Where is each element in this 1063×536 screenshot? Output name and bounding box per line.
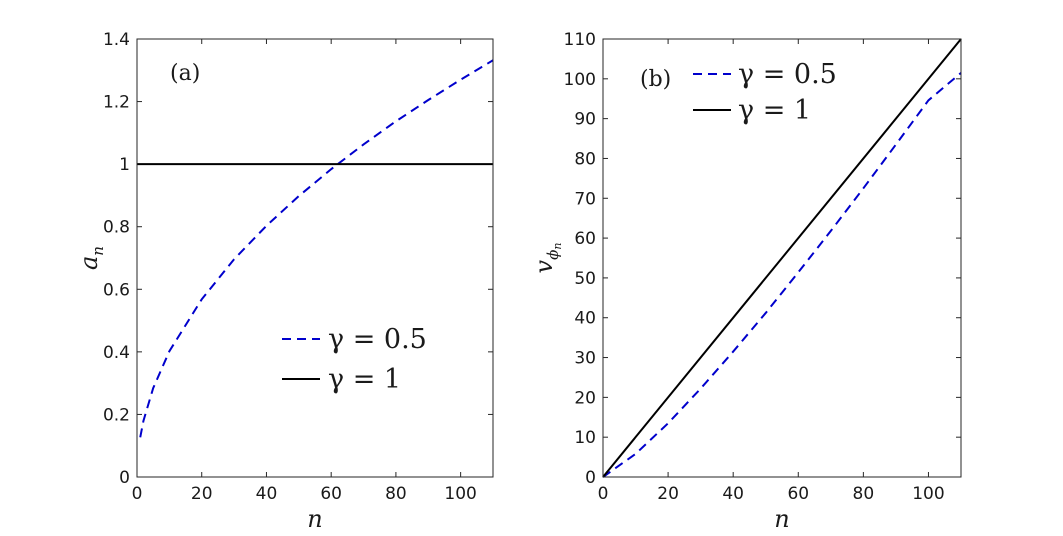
panel-b-ytick-label: 110 <box>564 30 596 50</box>
panel-b-legend: γ = 0.5 γ = 1 <box>693 59 837 126</box>
panel-b-ytick-label: 30 <box>574 349 596 369</box>
panel-b-ytick-label: 90 <box>574 110 596 130</box>
panel-a-legend-label-1: γ = 1 <box>328 364 401 395</box>
panel-a-ylabel: an <box>75 246 107 270</box>
panel-b-xlabel: n <box>774 505 789 533</box>
panel-b-xtick-label: 100 <box>912 484 944 504</box>
panel-a: 0 20 40 60 80 100 0 0.2 0.4 0.6 0.8 1 1.2 1.4 (a) n a… <box>75 30 494 533</box>
panel-b-ytick-label: 10 <box>574 428 596 448</box>
panel-b-xtick-label: 0 <box>598 484 609 504</box>
panel-b-ylabel: vϕn <box>530 243 564 274</box>
panel-b-ylabel-main: v <box>530 259 558 273</box>
panel-b-xtick-label: 60 <box>787 484 809 504</box>
panel-a-xtick-label: 80 <box>385 484 407 504</box>
panel-b-ytick-label: 0 <box>585 468 596 488</box>
panel-b-ytick-label: 60 <box>574 229 596 249</box>
panel-a-ytick-label: 0.8 <box>103 218 130 238</box>
panel-b-xtick-label: 20 <box>657 484 679 504</box>
panel-a-label: (a) <box>170 61 200 86</box>
panel-b-ytick-label: 80 <box>574 149 596 169</box>
panel-a-ytick-label: 0.6 <box>103 280 130 300</box>
panel-a-xtick-label: 20 <box>191 484 213 504</box>
panel-a-xtick-label: 60 <box>320 484 342 504</box>
panel-a-series-line-0 <box>139 59 494 438</box>
panel-b-series-line-1 <box>602 38 962 478</box>
panel-a-series <box>137 59 494 438</box>
panel-a-ytick-label: 0.4 <box>103 343 130 363</box>
panel-b-series <box>602 38 962 478</box>
panel-a-xtick-label: 40 <box>256 484 278 504</box>
panel-a-ytick-label: 0.2 <box>103 405 130 425</box>
panel-a-xtick-label: 0 <box>132 484 143 504</box>
panel-b-label: (b) <box>640 67 671 92</box>
panel-b-legend-label-1: γ = 1 <box>738 95 811 126</box>
panel-a-ytick-label: 1.4 <box>103 30 130 50</box>
panel-b-ylabel-subsub: n <box>551 243 564 250</box>
panel-b-ytick-label: 50 <box>574 269 596 289</box>
panel-b-ytick-label: 20 <box>574 388 596 408</box>
panel-a-xlabel: n <box>307 505 322 533</box>
panel-a-ylabel-main: a <box>75 256 103 270</box>
panel-b-ytick-label: 40 <box>574 309 596 329</box>
panel-b-ytick-label: 100 <box>564 70 596 90</box>
panel-a-ytick-label: 1 <box>119 155 130 175</box>
panel-a-frame <box>136 38 494 478</box>
panel-a-ylabel-sub: n <box>89 246 107 256</box>
panel-b-legend-label-0: γ = 0.5 <box>738 59 837 90</box>
panel-b-series-line-0 <box>602 72 962 478</box>
panel-b-xtick-label: 40 <box>722 484 744 504</box>
panel-a-ytick-label: 1.2 <box>103 93 130 113</box>
panel-a-ytick-label: 0 <box>119 468 130 488</box>
svg-text:vϕn: vϕn <box>530 243 564 274</box>
svg-text:an: an <box>75 246 107 270</box>
panel-b-frame <box>602 38 962 478</box>
panel-b: 0 20 40 60 80 100 0 10 20 30 40 50 60 70 80 90 100 110 (b… <box>530 30 962 533</box>
panel-b-ylabel-sub: ϕ <box>544 250 562 260</box>
panel-a-legend-label-0: γ = 0.5 <box>328 324 427 355</box>
panel-b-ticks: 0 20 40 60 80 100 0 10 20 30 40 50 60 70 80 90 100 110 <box>564 30 961 504</box>
panel-b-ytick-label: 70 <box>574 189 596 209</box>
panel-b-xtick-label: 80 <box>853 484 875 504</box>
panel-a-ticks: 0 20 40 60 80 100 0 0.2 0.4 0.6 0.8 1 1.2 1.4 <box>103 30 493 504</box>
panel-a-legend: γ = 0.5 γ = 1 <box>282 324 427 395</box>
panel-a-xtick-label: 100 <box>444 484 476 504</box>
